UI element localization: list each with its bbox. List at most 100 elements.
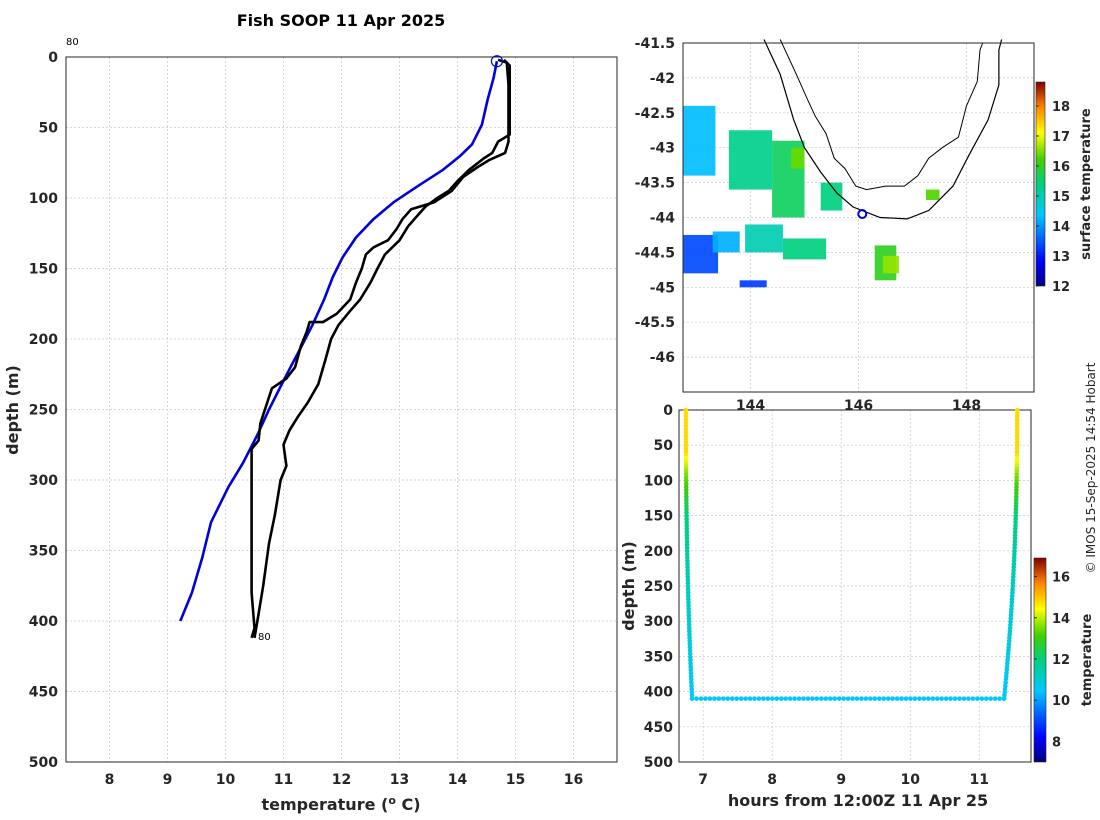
map-grid <box>683 42 1034 392</box>
section-dot-descent <box>684 529 690 535</box>
section-dot-bottom <box>689 696 695 701</box>
section-x-tick: 11 <box>969 772 988 788</box>
section-dot-ascent <box>1014 462 1020 467</box>
section-dot-bottom <box>725 696 731 701</box>
section-dot-descent <box>683 439 689 445</box>
map-axes-box <box>682 42 1035 393</box>
section-dot-bottom <box>734 696 739 701</box>
section-dot-bottom <box>899 696 904 701</box>
section-dot-bottom <box>792 696 797 701</box>
section-dot-bottom <box>827 696 833 701</box>
section-dot-descent <box>683 465 689 471</box>
map-colorbar-tick: 15 <box>1052 190 1070 205</box>
section-colorbar-tick: 12 <box>1052 653 1070 668</box>
map-colorbar-tick: 13 <box>1052 250 1070 265</box>
section-dot-bottom <box>903 696 909 701</box>
profile-y-tick: 100 <box>29 191 58 207</box>
section-dot-descent <box>684 532 690 538</box>
section-dot-bottom <box>778 696 784 701</box>
section-y-tick: 200 <box>644 544 673 560</box>
section-colorbar-tick: 16 <box>1052 571 1070 586</box>
section-dot-ascent <box>1012 532 1018 538</box>
section-dot-ascent <box>1014 452 1020 458</box>
section-dot-descent <box>685 555 690 560</box>
section-dot-ascent <box>1012 529 1018 535</box>
section-dot-ascent <box>1013 494 1019 499</box>
section-dot-descent <box>686 603 691 608</box>
section-dot-descent <box>683 455 689 461</box>
profile-x-label-tail: C) <box>396 795 421 814</box>
section-dot-descent <box>683 475 689 480</box>
section-dot-ascent <box>1013 523 1018 528</box>
section-dot-descent <box>683 459 689 464</box>
section-colorbar-tick: 14 <box>1052 612 1070 627</box>
section-dot-descent <box>685 558 690 564</box>
section-dots <box>683 407 1020 701</box>
section-dot-descent <box>684 503 689 509</box>
section-dot-ascent <box>1014 414 1020 419</box>
map-sst-patches <box>683 105 940 288</box>
section-dot-bottom <box>796 696 802 701</box>
profile-x-label-main: temperature ( <box>261 795 388 814</box>
section-dot-descent <box>686 612 692 618</box>
map-lat-tick: -44.5 <box>635 245 675 261</box>
section-y-tick: 350 <box>644 649 673 665</box>
section-dot-descent <box>685 564 690 570</box>
section-dot-ascent <box>1014 446 1020 451</box>
section-dot-descent <box>687 635 692 641</box>
map-colorbar-tick: 12 <box>1052 280 1070 295</box>
section-dot-bottom <box>845 696 851 701</box>
section-dot-descent <box>683 430 689 435</box>
section-dot-bottom <box>774 696 780 701</box>
section-dot-bottom <box>854 696 860 701</box>
profile-x-tick: 10 <box>216 772 236 788</box>
section-y-tick: 0 <box>663 403 673 419</box>
section-dot-descent <box>686 606 691 612</box>
profile-x-tick: 11 <box>274 772 293 788</box>
section-dot-descent <box>686 609 692 615</box>
profile-y-tick: 200 <box>29 332 58 348</box>
section-dot-ascent <box>1014 487 1019 493</box>
map-y-ticks: -41.5 -42 -42.5 -43 -43.5 -44 -44.5 -45 -45.5 -46 <box>635 36 676 366</box>
section-dot-descent <box>683 452 689 458</box>
map-sst-patch <box>683 105 716 176</box>
section-dot-descent <box>683 407 689 413</box>
profile-series <box>179 58 511 639</box>
section-dot-bottom <box>992 696 998 701</box>
section-dot-descent <box>685 590 691 596</box>
section-dot-bottom <box>770 696 775 701</box>
map-sst-patch <box>745 224 783 253</box>
section-y-tick: 400 <box>644 685 673 701</box>
section-dot-descent <box>683 468 689 474</box>
profile-y-label: depth (m) <box>3 365 22 455</box>
section-dot-descent <box>684 552 690 557</box>
section-dot-bottom <box>890 696 895 701</box>
profile-title: Fish SOOP 11 Apr 2025 <box>237 11 446 30</box>
section-dot-descent <box>684 510 689 515</box>
map-lat-tick: -42.5 <box>635 106 675 122</box>
section-dot-descent <box>683 414 689 419</box>
section-dot-bottom <box>966 696 971 701</box>
section-dot-descent <box>686 616 692 621</box>
map-sst-patch <box>791 147 805 169</box>
section-dot-bottom <box>707 696 713 701</box>
section-dot-descent <box>686 625 692 631</box>
section-y-tick: 150 <box>644 509 673 525</box>
section-dot-descent <box>683 433 689 438</box>
map-colorbar-tick: 16 <box>1052 160 1070 175</box>
section-y-tick: 100 <box>644 473 673 489</box>
map-colorbar <box>1035 81 1046 287</box>
profile-x-ticks: 8 9 10 11 12 13 14 15 16 <box>105 772 584 788</box>
section-dot-bottom <box>885 696 891 701</box>
profile-panel: 8 9 10 11 12 13 14 15 16 0 50 100 150 200 250 300 350 40… <box>3 11 618 814</box>
section-y-tick: 500 <box>644 755 673 771</box>
map-sst-patch <box>712 231 740 253</box>
map-sst-patch <box>882 255 899 274</box>
profile-start-marker <box>490 55 504 68</box>
profile-y-tick: 500 <box>29 755 58 771</box>
section-dot-descent <box>684 535 690 541</box>
section-dot-bottom <box>814 696 820 701</box>
section-dot-ascent <box>1013 507 1019 512</box>
section-dot-bottom <box>738 696 744 701</box>
section-dot-descent <box>684 526 690 531</box>
